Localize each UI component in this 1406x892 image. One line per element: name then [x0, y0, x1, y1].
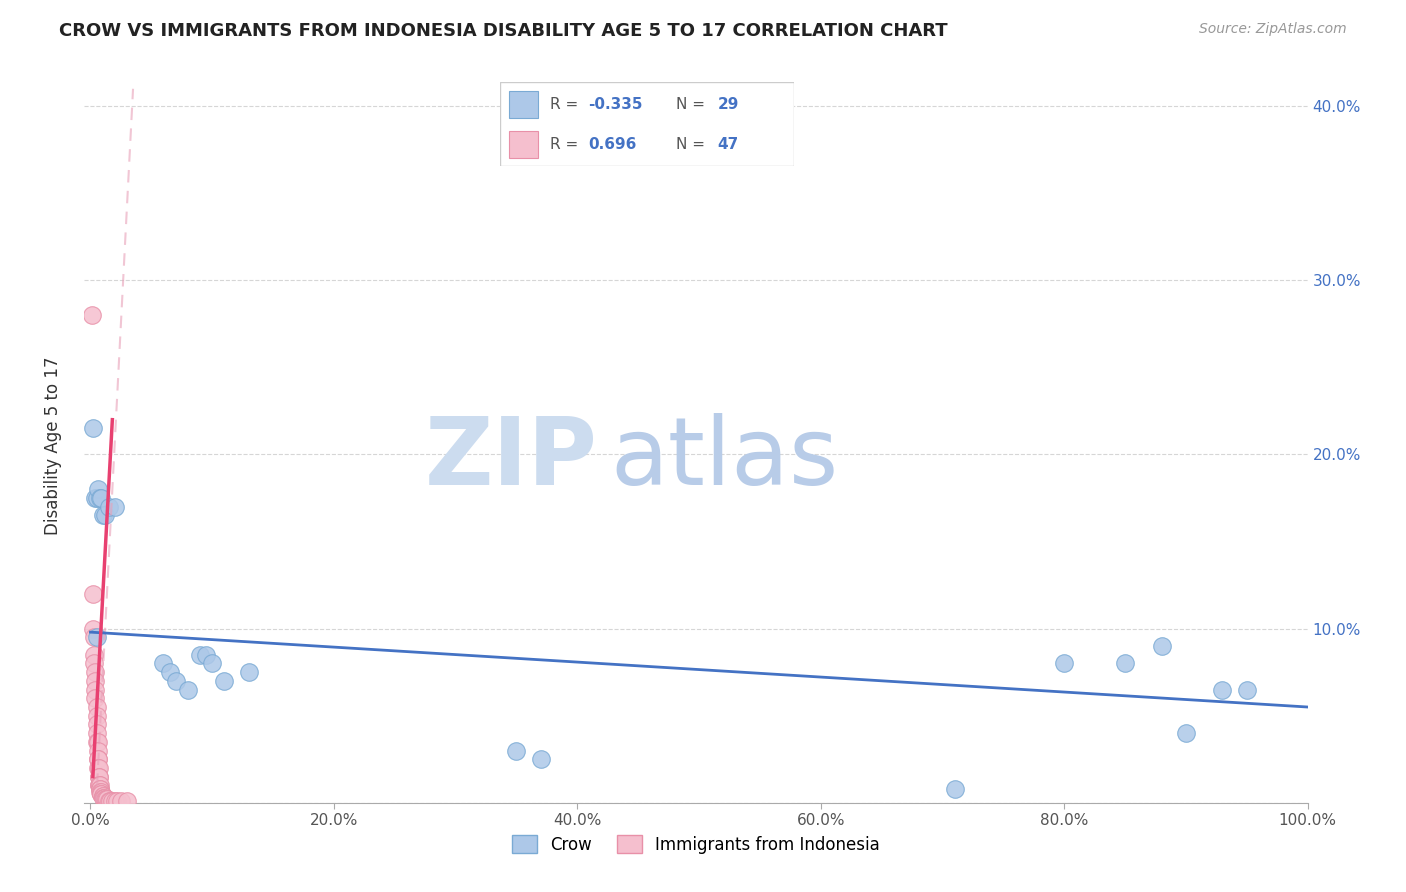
Point: [84, 673, 107, 688]
Point: [96, 792, 118, 806]
Point: [87, 743, 110, 757]
Point: [87, 752, 110, 766]
Point: [82, 622, 104, 636]
Point: [201, 657, 224, 671]
Point: [93, 790, 115, 805]
Point: [84, 691, 107, 706]
Point: [83, 657, 105, 671]
Point: [86, 735, 108, 749]
Point: [86, 700, 108, 714]
Text: ZIP: ZIP: [425, 413, 598, 505]
Point: [86, 491, 108, 505]
Point: [90, 785, 112, 799]
Legend: Crow, Immigrants from Indonesia: Crow, Immigrants from Indonesia: [505, 829, 887, 860]
Point: [89, 491, 111, 505]
Point: [87, 778, 110, 792]
Point: [105, 794, 128, 808]
Point: [86, 717, 108, 731]
Point: [104, 794, 127, 808]
Point: [87, 761, 110, 775]
Point: [110, 794, 132, 808]
Point: [101, 794, 124, 808]
Point: [104, 500, 127, 514]
Point: [89, 785, 111, 799]
Point: [159, 665, 181, 680]
Point: [1236, 682, 1258, 697]
Point: [1114, 657, 1136, 671]
Point: [505, 743, 527, 757]
Point: [83, 648, 105, 662]
Point: [86, 708, 108, 723]
Point: [80, 308, 103, 322]
Point: [94, 792, 117, 806]
Text: Source: ZipAtlas.com: Source: ZipAtlas.com: [1199, 22, 1347, 37]
Point: [87, 770, 110, 784]
Point: [91, 789, 114, 803]
Point: [90, 787, 112, 801]
Point: [89, 778, 111, 792]
Point: [943, 781, 966, 796]
Point: [82, 587, 104, 601]
Text: Disability Age 5 to 17: Disability Age 5 to 17: [45, 357, 62, 535]
Point: [94, 508, 117, 523]
Point: [90, 787, 112, 801]
Point: [238, 665, 260, 680]
Point: [1053, 657, 1076, 671]
Point: [115, 794, 138, 808]
Text: atlas: atlas: [610, 413, 838, 505]
Point: [89, 781, 111, 796]
Point: [87, 770, 110, 784]
Point: [87, 752, 110, 766]
Point: [97, 794, 120, 808]
Point: [96, 792, 118, 806]
Point: [214, 673, 236, 688]
Text: CROW VS IMMIGRANTS FROM INDONESIA DISABILITY AGE 5 TO 17 CORRELATION CHART: CROW VS IMMIGRANTS FROM INDONESIA DISABI…: [59, 22, 948, 40]
Point: [86, 726, 108, 740]
Point: [87, 761, 110, 775]
Point: [1174, 726, 1197, 740]
Point: [1211, 682, 1233, 697]
Point: [188, 648, 211, 662]
Point: [98, 794, 121, 808]
Point: [90, 491, 112, 505]
Point: [87, 483, 110, 497]
Point: [195, 648, 218, 662]
Point: [177, 682, 200, 697]
Point: [87, 778, 110, 792]
Point: [83, 631, 105, 645]
Point: [86, 631, 108, 645]
Point: [1150, 639, 1173, 653]
Point: [84, 682, 107, 697]
Point: [91, 508, 114, 523]
Point: [530, 752, 553, 766]
Point: [152, 657, 174, 671]
Point: [84, 491, 107, 505]
Point: [91, 789, 114, 803]
Point: [82, 421, 104, 435]
Point: [89, 781, 111, 796]
Point: [93, 790, 115, 805]
Point: [97, 500, 120, 514]
Point: [91, 790, 114, 805]
Point: [165, 673, 187, 688]
Point: [84, 665, 107, 680]
Point: [87, 735, 110, 749]
